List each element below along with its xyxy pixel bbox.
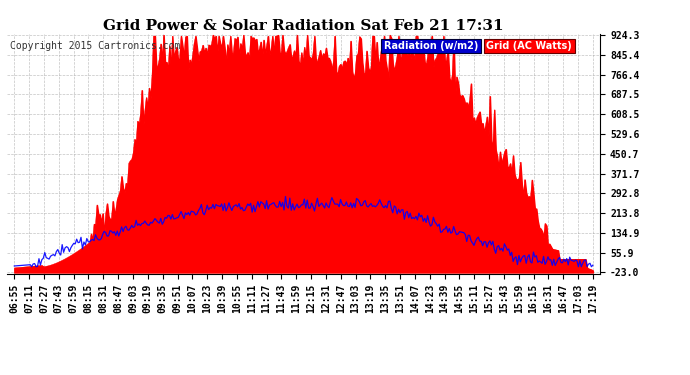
Text: Copyright 2015 Cartronics.com: Copyright 2015 Cartronics.com (10, 41, 180, 51)
Title: Grid Power & Solar Radiation Sat Feb 21 17:31: Grid Power & Solar Radiation Sat Feb 21 … (104, 19, 504, 33)
Text: Radiation (w/m2): Radiation (w/m2) (384, 41, 478, 51)
Text: Grid (AC Watts): Grid (AC Watts) (486, 41, 572, 51)
